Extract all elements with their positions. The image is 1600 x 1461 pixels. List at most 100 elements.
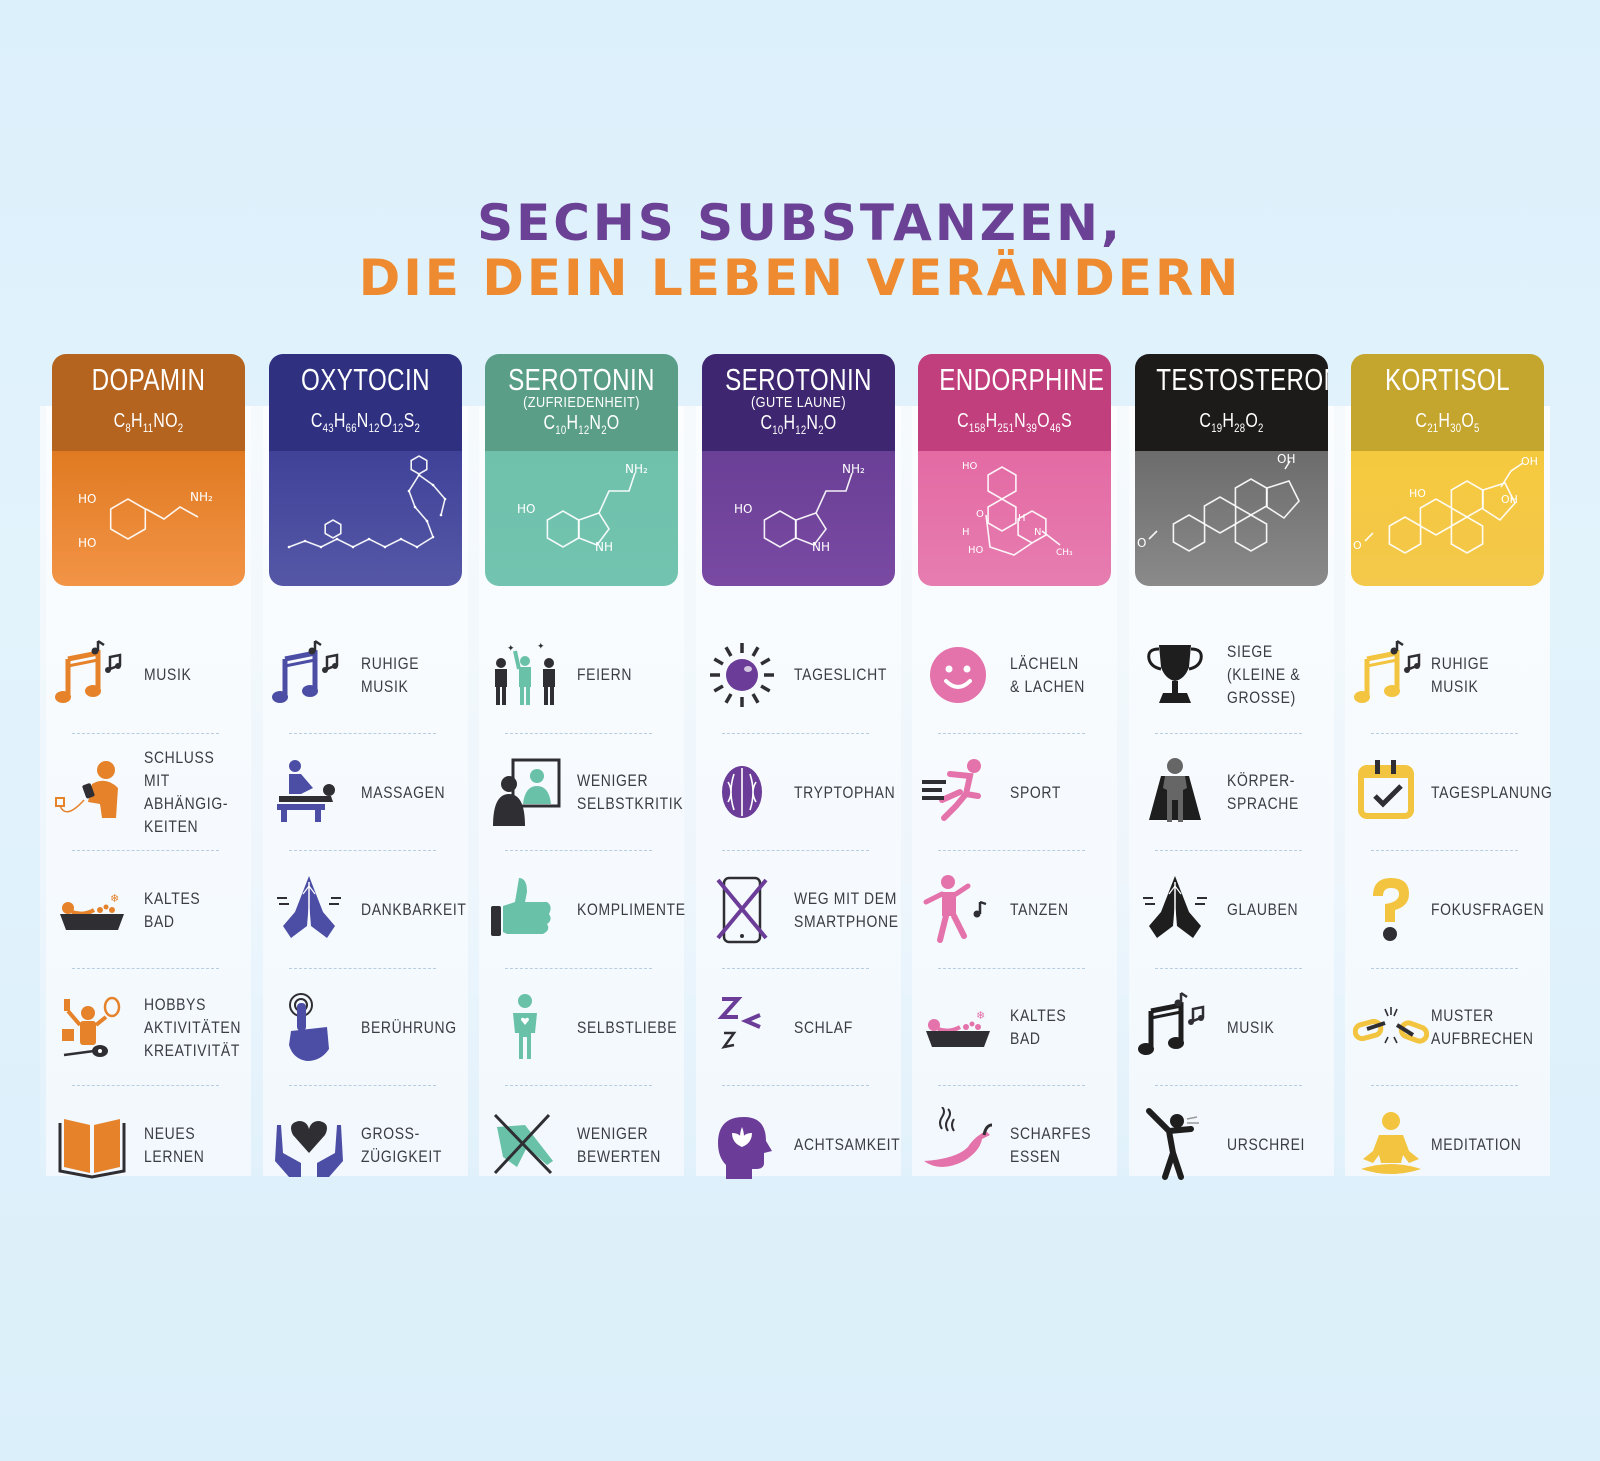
item-label: SCHLUSS MIT ABHÄNGIG- KEITEN <box>144 748 229 837</box>
column-dopamin: DOPAMIN C8H11NO2 HO HO NH₂ MUSIK SCHLUSS MIT… <box>46 354 251 1179</box>
list-item: TRYPTOPHAN <box>702 734 895 852</box>
item-label: FOKUSFRAGEN <box>1431 900 1545 920</box>
item-label: SPORT <box>1010 782 1062 802</box>
molecule-structure: HO HO NH₂ <box>52 451 245 586</box>
broken-chain-icon <box>1351 987 1431 1067</box>
self-love-person-icon <box>485 987 565 1067</box>
list-item: FOKUSFRAGEN <box>1351 851 1544 969</box>
molecule-diagram-icon: HO HO NH₂ <box>78 490 213 550</box>
list-item: ✦ ✦ FEIERN <box>485 616 678 734</box>
svg-text:✦: ✦ <box>537 642 545 652</box>
item-label: WENIGER SELBSTKRITIK <box>577 771 684 814</box>
activity-list: LÄCHELN & LACHEN SPORT TANZEN ❄ KALTES B… <box>918 616 1111 1204</box>
music-notes-icon <box>269 635 349 715</box>
list-item: MASSAGEN <box>269 734 462 852</box>
list-item: SCHLUSS MIT ABHÄNGIG- KEITEN <box>52 734 245 852</box>
list-item: TAGESLICHT <box>702 616 895 734</box>
crossed-pointing-hand-icon <box>485 1105 565 1185</box>
substance-card: ENDORPHINE C158H251N39O46S HO O H HO N CH₃ H <box>918 354 1111 586</box>
title-line-2: DIE DEIN LEBEN VERÄNDERN <box>358 249 1242 307</box>
card-header: TESTOSTERON C19H28O2 <box>1134 354 1328 451</box>
molecule-diagram-icon: OH OH HO O <box>1353 455 1538 554</box>
chemical-formula: C158H251N39O46S <box>957 410 1072 435</box>
substance-name: DOPAMIN <box>91 362 206 397</box>
item-label: HOBBYS AKTIVITÄTEN KREATIVITÄT <box>144 994 242 1060</box>
item-label: KÖRPER- SPRACHE <box>1226 771 1299 814</box>
activity-list: MUSIK SCHLUSS MIT ABHÄNGIG- KEITEN ❄ KAL… <box>52 616 245 1204</box>
svg-text:H: H <box>962 527 970 538</box>
svg-text:H: H <box>1018 513 1026 524</box>
column-serotonin-zufriedenheit: SEROTONIN (ZUFRIEDENHEIT) C10H12N2O HO NH₂ NH… <box>479 354 685 1176</box>
question-mark-icon <box>1351 870 1431 950</box>
svg-text:N: N <box>1034 527 1041 538</box>
list-item: DANKBARKEIT <box>269 851 465 969</box>
column-endorphine: ENDORPHINE C158H251N39O46S HO O H HO N CH₃ H LÄC… <box>912 354 1117 1176</box>
item-label: MUSTER AUFBRECHEN <box>1431 1006 1534 1049</box>
list-item: ❄ KALTES BAD <box>52 851 245 969</box>
activity-list: RUHIGE MUSIK TAGESPLANUNG FOKUSFRAGEN MU… <box>1351 616 1552 1204</box>
crossed-smartphone-icon <box>702 870 782 950</box>
item-label: GROSS- ZÜGIGKEIT <box>360 1123 442 1166</box>
item-label: RUHIGE MUSIK <box>360 653 419 696</box>
card-header: SEROTONIN (ZUFRIEDENHEIT) C10H12N2O <box>485 354 678 451</box>
list-item: ACHTSAMKEIT <box>702 1086 899 1204</box>
running-person-icon <box>918 752 998 832</box>
list-item: KOMPLIMENTE <box>485 851 685 969</box>
svg-text:NH₂: NH₂ <box>842 462 865 476</box>
chemical-formula: C21H30O5 <box>1415 410 1480 435</box>
svg-text:HO: HO <box>734 502 752 516</box>
item-label: SCHARFES ESSEN <box>1010 1123 1092 1166</box>
phone-addiction-icon <box>52 752 132 832</box>
list-item: HOBBYS AKTIVITÄTEN KREATIVITÄT <box>52 969 245 1087</box>
meditation-icon <box>1351 1105 1431 1185</box>
list-item: BERÜHRUNG <box>269 969 462 1087</box>
list-item: KÖRPER- SPRACHE <box>1135 734 1328 852</box>
hobbies-icon <box>52 987 132 1067</box>
list-item: SELBSTLIEBE <box>485 969 678 1087</box>
massage-icon <box>269 752 349 832</box>
item-label: SIEGE (KLEINE & GROSSE) <box>1226 642 1300 708</box>
list-item: URSCHREI <box>1135 1086 1328 1204</box>
cold-bath-icon: ❄ <box>52 870 132 950</box>
item-label: GLAUBEN <box>1226 900 1298 920</box>
item-label: MEDITATION <box>1431 1135 1522 1155</box>
substance-name: KORTISOL <box>1385 362 1510 397</box>
cold-bath-icon: ❄ <box>918 987 998 1067</box>
item-label: ACHTSAMKEIT <box>793 1135 900 1155</box>
substance-card: SEROTONIN (GUTE LAUNE) C10H12N2O HO NH₂ NH <box>701 354 895 586</box>
item-label: MUSIK <box>144 665 192 685</box>
substance-name: SEROTONIN <box>508 362 655 397</box>
item-label: FEIERN <box>577 665 633 685</box>
list-item: LÄCHELN & LACHEN <box>918 616 1111 734</box>
heart-in-hands-icon <box>269 1105 349 1185</box>
music-notes-icon <box>1135 987 1215 1067</box>
column-oxytocin: OXYTOCIN C43H66N12O12S2 RUHIGE MUSIK MASS… <box>262 354 468 1177</box>
molecule-diagram-icon: OH O <box>1137 452 1300 552</box>
card-header: DOPAMIN C8H11NO2 <box>52 354 245 451</box>
list-item: MUSIK <box>52 616 245 734</box>
item-label: TAGESPLANUNG <box>1431 782 1553 802</box>
trophy-icon <box>1135 635 1215 715</box>
item-label: SELBSTLIEBE <box>577 1017 678 1037</box>
mirror-person-icon <box>485 752 565 832</box>
activity-list: ✦ ✦ FEIERN WENIGER SELBSTKRITIK KOMPLIMENT… <box>485 616 685 1204</box>
praying-hands-icon <box>1135 870 1215 950</box>
substance-card: KORTISOL C21H30O5 OH OH HO O <box>1351 354 1544 586</box>
page-title: SECHS SUBSTANZEN, DIE DEIN LEBEN VERÄNDE… <box>0 196 1600 306</box>
column-testosteron: TESTOSTERON C19H28O2 OH O SIEGE (KLEINE & G… <box>1128 354 1334 1180</box>
svg-text:HO: HO <box>517 502 535 516</box>
chemical-formula: C10H12N2O <box>760 412 836 437</box>
item-label: RUHIGE MUSIK <box>1431 653 1490 696</box>
item-label: MASSAGEN <box>360 782 445 802</box>
item-label: LÄCHELN & LACHEN <box>1010 653 1085 696</box>
item-label: KALTES BAD <box>144 888 201 931</box>
list-item: RUHIGE MUSIK <box>269 616 462 734</box>
card-header: OXYTOCIN C43H66N12O12S2 <box>268 354 462 451</box>
svg-text:HO: HO <box>1409 487 1426 500</box>
sun-icon <box>702 635 782 715</box>
item-label: BERÜHRUNG <box>360 1017 457 1037</box>
dancing-person-icon <box>918 870 998 950</box>
molecule-diagram-icon <box>287 455 446 549</box>
svg-text:O: O <box>1137 536 1146 550</box>
item-label: MUSIK <box>1226 1017 1274 1037</box>
